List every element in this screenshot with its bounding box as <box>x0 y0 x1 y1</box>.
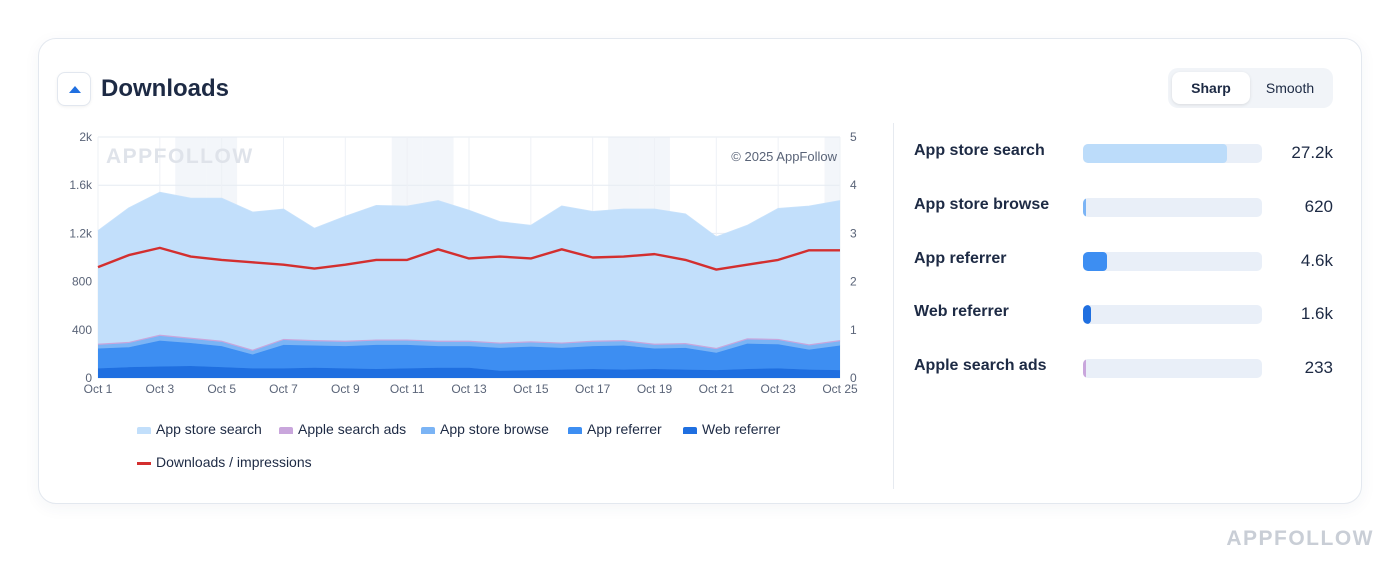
legend-item[interactable]: Apple search ads <box>279 419 406 439</box>
breakdown-bar <box>1083 144 1227 163</box>
legend-swatch <box>568 426 582 434</box>
area-edge-app-referrer <box>97 339 841 356</box>
y-left-tick-label: 0 <box>85 371 92 385</box>
y-right-tick-label: 2 <box>850 275 857 289</box>
y-right-tick-label: 3 <box>850 226 857 240</box>
breakdown-row: App referrer 4.6k <box>914 247 1344 271</box>
collapse-button[interactable] <box>57 72 91 106</box>
legend-swatch <box>279 426 293 434</box>
y-right-tick-label: 4 <box>850 178 857 192</box>
y-right-tick-label: 1 <box>850 323 857 337</box>
breakdown-bar <box>1083 359 1086 378</box>
y-left-tick-label: 2k <box>79 130 93 144</box>
legend-swatch <box>137 461 151 465</box>
breakdown-bar-track <box>1083 144 1262 163</box>
appfollow-logo: APPFOLLOW <box>1226 527 1374 550</box>
divider <box>893 123 894 489</box>
line-downloads-impressions <box>97 246 840 271</box>
legend-item[interactable]: App store search <box>137 419 262 439</box>
area-app-referrer <box>98 340 840 371</box>
legend-swatch <box>137 426 151 434</box>
chart-copyright: © 2025 AppFollow <box>731 149 837 164</box>
breakdown-bar-track <box>1083 305 1262 325</box>
legend-swatch <box>683 426 697 434</box>
x-tick-label: Oct 19 <box>637 382 673 396</box>
breakdown-value: 233 <box>1304 358 1333 377</box>
curve-style-toggle: Sharp Smooth <box>1168 68 1333 108</box>
caret-up-icon <box>69 86 81 93</box>
x-tick-label: Oct 5 <box>207 382 236 396</box>
area-app-store-search <box>98 192 840 350</box>
legend-item[interactable]: App store browse <box>421 419 549 439</box>
downloads-chart: APPFOLLOW © 2025 AppFollow 0 400 800 1.2k 1.6k… <box>69 130 858 396</box>
legend-swatch <box>421 426 435 434</box>
breakdown-row: Web referrer 1.6k <box>914 300 1344 325</box>
breakdown-value: 1.6k <box>1300 304 1333 324</box>
x-tick-label: Oct 11 <box>390 382 425 396</box>
x-tick-label: Oct 21 <box>699 382 735 396</box>
y-right-tick-label: 0 <box>850 371 857 385</box>
y-right-tick-label: 5 <box>850 130 857 144</box>
legend-label: Apple search ads <box>298 421 407 437</box>
legend-label: Downloads / impressions <box>156 454 312 470</box>
breakdown-row: App store search 27.2k <box>914 139 1344 163</box>
sharp-option[interactable]: Sharp <box>1172 72 1250 104</box>
x-tick-label: Oct 7 <box>269 382 298 396</box>
x-tick-label: Oct 23 <box>760 382 796 396</box>
area-edge-app-store-search <box>97 191 841 238</box>
breakdown-value: 27.2k <box>1291 143 1333 162</box>
chart-watermark: APPFOLLOW <box>106 145 254 168</box>
legend-label: Web referrer <box>702 421 781 437</box>
y-left-tick-label: 1.6k <box>69 178 93 192</box>
y-left-tick-label: 400 <box>72 323 92 337</box>
x-tick-label: Oct 25 <box>822 382 858 396</box>
breakdown-bar <box>1083 197 1086 217</box>
x-tick-label: Oct 9 <box>331 382 360 396</box>
breakdown-bar-track <box>1083 197 1262 217</box>
breakdown-row: Apple search ads 233 <box>914 354 1344 378</box>
breakdown-bar <box>1083 251 1107 271</box>
legend-label: App store browse <box>440 421 549 437</box>
breakdown-bar-track <box>1083 251 1262 271</box>
breakdown-label: Apple search ads <box>914 357 1047 374</box>
breakdown-bar <box>1083 305 1091 325</box>
breakdown-value: 4.6k <box>1300 250 1333 270</box>
legend-item[interactable]: App referrer <box>568 419 662 439</box>
legend-item[interactable]: Web referrer <box>683 419 780 439</box>
legend-label: App store search <box>156 421 262 437</box>
breakdown-label: App store search <box>914 142 1045 159</box>
smooth-option[interactable]: Smooth <box>1265 80 1315 96</box>
breakdown-label: App store browse <box>914 195 1050 213</box>
x-tick-label: Oct 17 <box>575 382 611 396</box>
breakdown-row: App store browse 620 <box>914 193 1344 217</box>
breakdown-bar-track <box>1083 359 1262 378</box>
y-left-tick-label: 800 <box>72 275 92 289</box>
card-title: Downloads <box>101 75 230 102</box>
legend-label: App referrer <box>587 421 662 437</box>
x-tick-label: Oct 1 <box>84 382 113 396</box>
x-tick-label: Oct 3 <box>145 382 174 396</box>
y-left-tick-label: 1.2k <box>69 226 93 240</box>
x-tick-label: Oct 15 <box>513 382 549 396</box>
breakdown-label: Web referrer <box>914 303 1009 321</box>
legend-item[interactable]: Downloads / impressions <box>137 452 312 472</box>
x-tick-label: Oct 13 <box>451 382 487 396</box>
breakdown-value: 620 <box>1304 196 1333 216</box>
breakdown-label: App referrer <box>914 249 1007 267</box>
downloads-card: Downloads Sharp Smooth APPFOLLOW © 2025 A… <box>38 38 1362 504</box>
